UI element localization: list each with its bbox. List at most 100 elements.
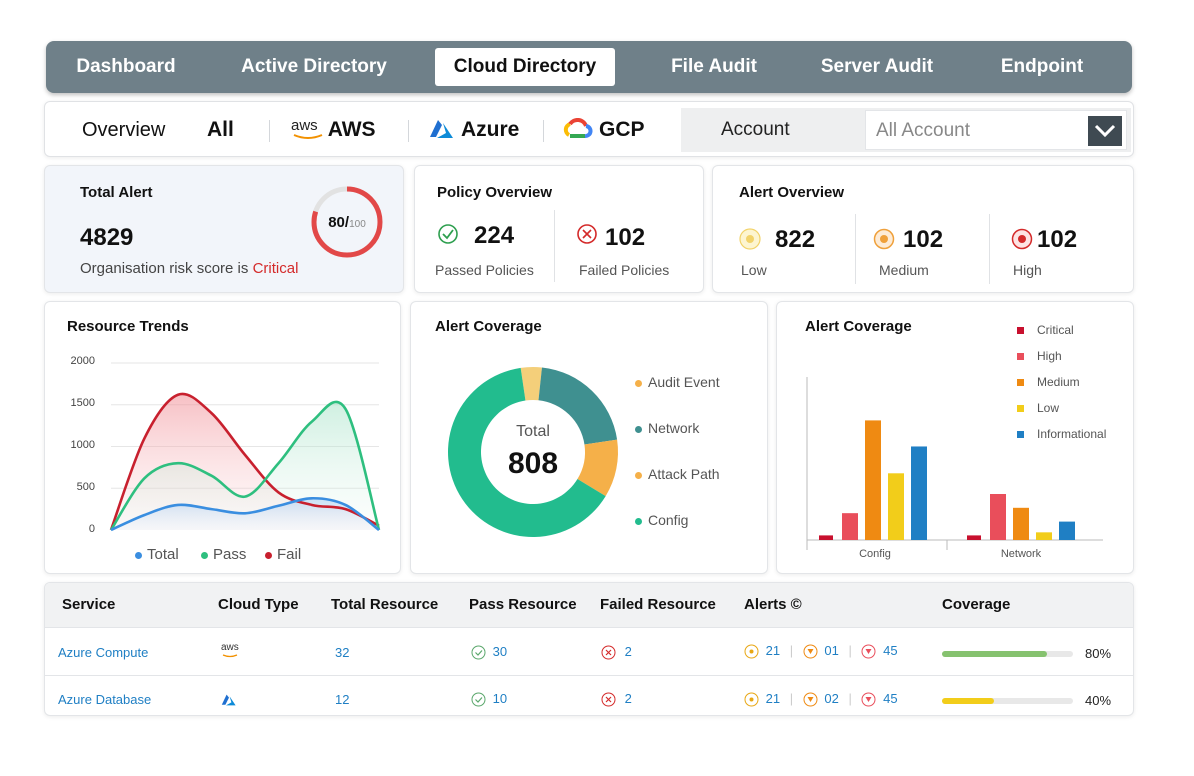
legend-network: Network (635, 420, 699, 436)
bar-config-low (888, 473, 904, 540)
y-tick-label: 1500 (70, 397, 95, 409)
medium-alert-icon (873, 228, 895, 250)
divider (554, 210, 555, 282)
divider (543, 120, 544, 142)
cloud-filter-bar: Overview All aws AWS Azure GCP Account Al… (44, 101, 1134, 157)
table-row[interactable]: Azure Compute aws 32 30 2 21 | 01 | 45 8… (45, 627, 1133, 675)
tab-dashboard[interactable]: Dashboard (76, 56, 176, 77)
donut-slice-config (448, 367, 606, 537)
azure-icon (430, 119, 453, 138)
bar-config-high (842, 513, 858, 540)
filter-aws[interactable]: aws AWS (291, 102, 376, 158)
col-cloud-type: Cloud Type (218, 596, 299, 613)
tab-active-directory[interactable]: Active Directory (241, 56, 387, 77)
total-alert-card: Total Alert 4829 Organisation risk score… (44, 165, 404, 293)
donut-slice-network (538, 367, 618, 445)
account-select-value: All Account (876, 120, 970, 141)
legend-low: Low (1017, 401, 1059, 415)
total-alert-value: 4829 (80, 224, 134, 251)
azure-icon (221, 694, 236, 706)
divider (269, 120, 270, 142)
tab-server-audit[interactable]: Server Audit (820, 56, 934, 77)
failed-resource: 2 (601, 644, 632, 660)
low-alert-icon (744, 644, 759, 659)
legend-attack-path: Attack Path (635, 466, 720, 482)
x-circle-icon (601, 645, 616, 660)
risk-score-text: Organisation risk score is Critical (80, 260, 299, 277)
filter-gcp[interactable]: GCP (563, 102, 645, 158)
pass-resource: 10 (471, 691, 507, 707)
legend-pass: Pass (201, 546, 246, 563)
legend-high: High (1017, 349, 1062, 363)
low-alert-label: Low (741, 262, 767, 278)
alert-overview-card: Alert Overview 822 Low 102 Medium 102 Hi… (712, 165, 1134, 293)
high-alert-icon (1011, 228, 1033, 250)
col-failed-resource: Failed Resource (600, 596, 716, 613)
total-resource-value: 32 (335, 645, 350, 660)
medium-alert-icon (803, 644, 818, 659)
alert-overview-title: Alert Overview (739, 184, 845, 201)
coverage-value: 80% (1085, 646, 1112, 661)
passed-policies-value: 224 (474, 222, 515, 249)
account-dropdown-button[interactable] (1088, 116, 1122, 146)
line-total (110, 496, 380, 532)
y-tick-label: 1000 (70, 439, 95, 451)
col-coverage: Coverage (942, 596, 1011, 613)
y-tick-label: 2000 (70, 355, 95, 367)
tab-file-audit[interactable]: File Audit (671, 56, 757, 77)
alert-coverage-bar-chart (806, 377, 1103, 550)
risk-score-gauge (311, 186, 383, 258)
x-tick-label: Network (1000, 548, 1042, 560)
filter-all[interactable]: All (207, 118, 234, 141)
alert-coverage-donut-card: Alert Coverage Total 808 Audit Event Net… (410, 301, 768, 574)
risk-score-value: 80/100 (328, 214, 366, 231)
filter-azure[interactable]: Azure (429, 102, 519, 158)
legend-informational: Informational (1017, 427, 1106, 441)
coverage-bar (942, 698, 1073, 704)
tab-endpoint[interactable]: Endpoint (1000, 56, 1084, 77)
legend-config: Config (635, 512, 688, 528)
filter-aws-label: AWS (327, 118, 376, 141)
bar-network-critical (967, 535, 981, 540)
pass-resource: 30 (471, 644, 507, 660)
account-select[interactable]: All Account (865, 110, 1127, 150)
check-circle-icon (471, 692, 486, 707)
total-resource-value: 12 (335, 692, 350, 707)
bar-config-informational (911, 446, 927, 540)
coverage-bar (942, 651, 1073, 657)
service-link[interactable]: Azure Database (58, 692, 152, 707)
bar-network-high (990, 494, 1006, 540)
check-circle-icon (471, 645, 486, 660)
coverage-value: 40% (1085, 693, 1112, 708)
high-alert-icon (861, 644, 876, 659)
divider (408, 120, 409, 142)
table-header: Service Cloud Type Total Resource Pass R… (45, 583, 1133, 627)
tab-cloud-directory[interactable]: Cloud Directory (435, 48, 615, 86)
failed-policies-value: 102 (605, 224, 646, 251)
donut-slice-audit-event (520, 367, 542, 401)
aws-smile-icon (222, 654, 238, 658)
divider (989, 214, 990, 284)
table-row[interactable]: Azure Database 12 10 2 21 | 02 | 45 40% (45, 675, 1133, 715)
bar-network-informational (1059, 521, 1075, 540)
donut-slice-attack-path (577, 439, 618, 497)
failed-resource: 2 (601, 691, 632, 707)
top-nav: Dashboard Active Directory Cloud Directo… (46, 41, 1132, 93)
bar-network-medium (1013, 507, 1029, 540)
filter-azure-label: Azure (461, 118, 520, 141)
service-link[interactable]: Azure Compute (58, 645, 149, 660)
service-table: Service Cloud Type Total Resource Pass R… (44, 582, 1134, 716)
donut-center-value: 808 (507, 447, 559, 480)
aws-icon: aws (221, 642, 239, 653)
alert-coverage-title: Alert Coverage (435, 318, 542, 335)
medium-alert-label: Medium (879, 262, 929, 278)
coverage-bar-fill (942, 698, 995, 704)
alert-coverage-bar-card: Alert Coverage Config Network Critical H… (776, 301, 1134, 574)
y-tick-label: 0 (88, 523, 95, 535)
x-circle-icon (601, 692, 616, 707)
bar-config-critical (819, 535, 833, 540)
legend-fail: Fail (265, 546, 301, 563)
low-alert-icon (744, 692, 759, 707)
alerts-cell: 21 | 02 | 45 (744, 691, 898, 707)
legend-medium: Medium (1017, 375, 1080, 389)
